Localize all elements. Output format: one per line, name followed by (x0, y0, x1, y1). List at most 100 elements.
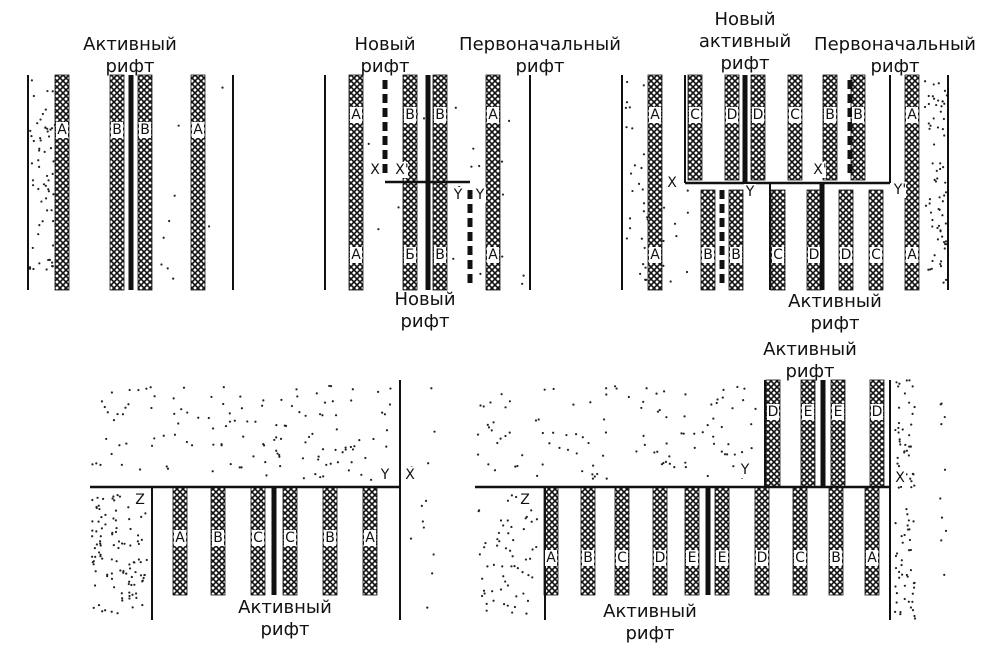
stipple-dot (240, 466, 243, 469)
stipple-dot (290, 404, 294, 408)
stipple-dot (351, 448, 355, 451)
stipple-dot (496, 538, 499, 541)
stipple-dot (104, 523, 107, 526)
stipple-dot (99, 535, 102, 538)
stipple-dot (510, 525, 513, 529)
stipple-dot (581, 436, 584, 439)
stipple-dot (485, 609, 488, 612)
stipple-dot (43, 150, 46, 153)
stipple-dot (128, 594, 131, 598)
stipple-dot (642, 400, 645, 403)
stipple-dot (939, 497, 942, 500)
stipple-dot (530, 520, 533, 523)
stipple-dot (28, 266, 32, 269)
stipple-dot (662, 264, 665, 267)
stripe-label: A (488, 247, 498, 263)
stipple-dot (605, 393, 608, 396)
magnetic-stripe (750, 74, 766, 181)
stipple-dot (642, 202, 646, 205)
stipple-dot (939, 110, 942, 113)
stipple-dot (95, 543, 98, 546)
stipple-dot (508, 400, 512, 403)
stipple-dot (723, 453, 727, 456)
stipple-dot (336, 461, 340, 464)
stipple-dot (131, 606, 134, 609)
stipple-dot (673, 465, 676, 469)
label-bg (802, 404, 814, 420)
stipple-dot (923, 105, 927, 109)
stipple-dot (486, 423, 489, 426)
stipple-dot (472, 147, 475, 150)
stripe-label: B (853, 107, 863, 123)
stipple-dot (740, 451, 744, 454)
stipple-dot (38, 149, 41, 152)
stipple-dot (944, 222, 947, 225)
stipple-dot (37, 159, 40, 162)
stipple-dot (47, 188, 50, 191)
stipple-dot (127, 403, 130, 406)
stipple-dot (658, 408, 661, 412)
stipple-dot (706, 424, 709, 427)
stipple-dot (275, 424, 278, 427)
stipple-dot (190, 444, 194, 447)
stipple-dot (626, 80, 629, 84)
stipple-dot (712, 417, 715, 420)
stipple-dot (575, 452, 578, 455)
stipple-dot (629, 172, 633, 175)
label-bg (519, 492, 531, 508)
stripe-label: Y (740, 462, 750, 478)
stipple-dot (898, 570, 901, 574)
stipple-dot (907, 549, 911, 552)
stipple-dot (228, 412, 231, 415)
stipple-dot (137, 558, 140, 561)
stipple-dot (631, 127, 634, 130)
stipple-dot (30, 134, 33, 138)
caption: рифт (721, 53, 770, 74)
stipple-dot (686, 211, 689, 214)
stipple-dot (100, 527, 104, 530)
stipple-dot (334, 448, 337, 451)
stipple-dot (939, 162, 942, 165)
stipple-dot (944, 181, 947, 184)
stipple-dot (894, 585, 897, 588)
stipple-dot (507, 532, 510, 535)
stripe-label: A (907, 107, 917, 123)
stipple-dot (134, 570, 137, 574)
stipple-dot (173, 433, 177, 436)
stipple-dot (51, 264, 54, 268)
stipple-dot (486, 565, 489, 568)
magnetic-stripe (724, 74, 740, 181)
stipple-dot (592, 464, 595, 467)
stipple-dot (182, 386, 186, 389)
stipple-dot (28, 267, 32, 270)
stipple-dot (51, 90, 54, 93)
stipple-dot (121, 599, 124, 602)
stipple-dot (39, 137, 42, 140)
stipple-dot (45, 268, 48, 271)
stipple-dot (452, 257, 455, 260)
stipple-dot (115, 526, 118, 530)
magnetic-stripe (850, 74, 866, 181)
stripe-label: A (907, 247, 917, 263)
stipple-dot (673, 222, 677, 225)
stipple-dot (483, 546, 486, 549)
stipple-dot (110, 610, 113, 613)
magnetic-stripe (348, 74, 364, 291)
stipple-dot (106, 573, 109, 576)
stipple-dot (44, 184, 47, 187)
magnetic-stripe (765, 379, 781, 488)
stipple-dot (725, 453, 729, 456)
stipple-dot (139, 560, 142, 564)
stripe-label: E (804, 404, 813, 420)
caption: Активный (603, 601, 697, 622)
stipple-dot (136, 534, 140, 537)
stripe-label: A (488, 107, 498, 123)
stipple-dot (894, 566, 898, 570)
magnetic-stripe (687, 74, 703, 181)
stipple-dot (46, 89, 49, 93)
stipple-dot (145, 558, 148, 562)
stipple-dot (137, 542, 141, 546)
stipple-dot (32, 139, 35, 143)
stipple-dot (32, 94, 35, 98)
stipple-dot (906, 524, 909, 527)
